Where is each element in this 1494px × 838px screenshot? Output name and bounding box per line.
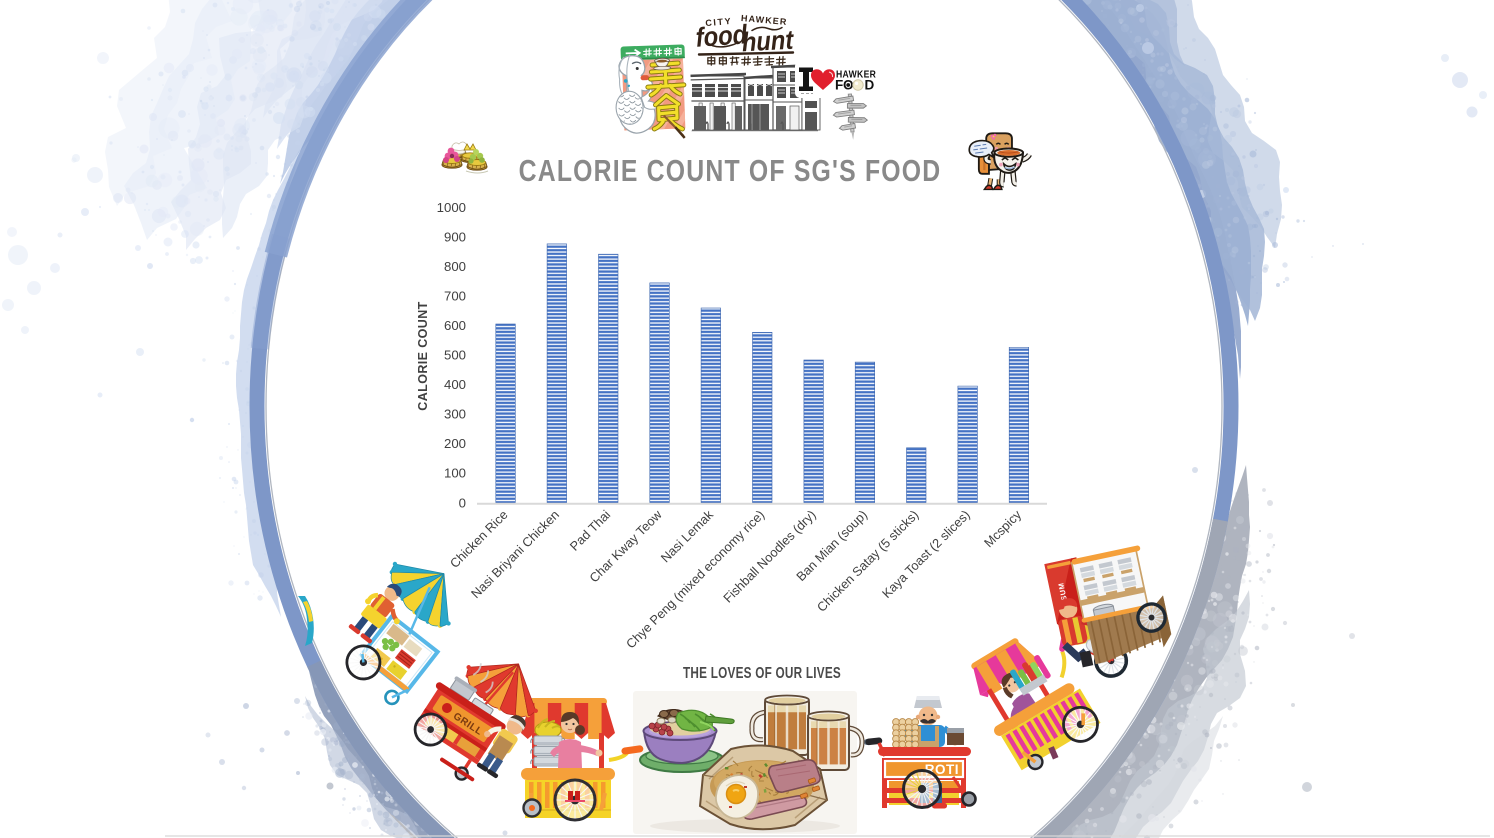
svg-text:200: 200	[444, 436, 466, 451]
svg-text:800: 800	[444, 259, 466, 274]
svg-text:THE LOVES OF OUR LIVES: THE LOVES OF OUR LIVES	[683, 664, 841, 681]
svg-text:100: 100	[444, 466, 466, 481]
svg-text:HAWKER: HAWKER	[741, 13, 788, 27]
svg-text:500: 500	[444, 348, 466, 363]
svg-text:Kaya Toast (2 slices): Kaya Toast (2 slices)	[879, 507, 973, 601]
svg-text:F: F	[835, 78, 843, 93]
svg-text:CITY: CITY	[705, 16, 733, 28]
svg-text:600: 600	[444, 318, 466, 333]
svg-text:Mcspicy: Mcspicy	[981, 507, 1025, 551]
svg-text:0: 0	[459, 495, 466, 510]
svg-text:D: D	[865, 78, 875, 93]
svg-text:900: 900	[444, 229, 466, 244]
svg-text:food: food	[695, 20, 749, 53]
svg-text:Pad Thai: Pad Thai	[567, 507, 614, 554]
svg-text:700: 700	[444, 288, 466, 303]
svg-text:300: 300	[444, 407, 466, 422]
svg-text:Nasi Briyani Chicken: Nasi Briyani Chicken	[468, 507, 562, 601]
svg-text:HAWKER: HAWKER	[836, 69, 876, 81]
svg-text:Fishball Noodles (dry): Fishball Noodles (dry)	[720, 507, 819, 606]
svg-text:CALORIE COUNT OF SG'S FOOD: CALORIE COUNT OF SG'S FOOD	[519, 153, 942, 187]
svg-text:400: 400	[444, 377, 466, 392]
svg-text:CALORIE COUNT: CALORIE COUNT	[416, 301, 430, 410]
svg-text:1000: 1000	[437, 200, 466, 215]
svg-text:Chicken Satay (5 sticks): Chicken Satay (5 sticks)	[814, 507, 922, 615]
